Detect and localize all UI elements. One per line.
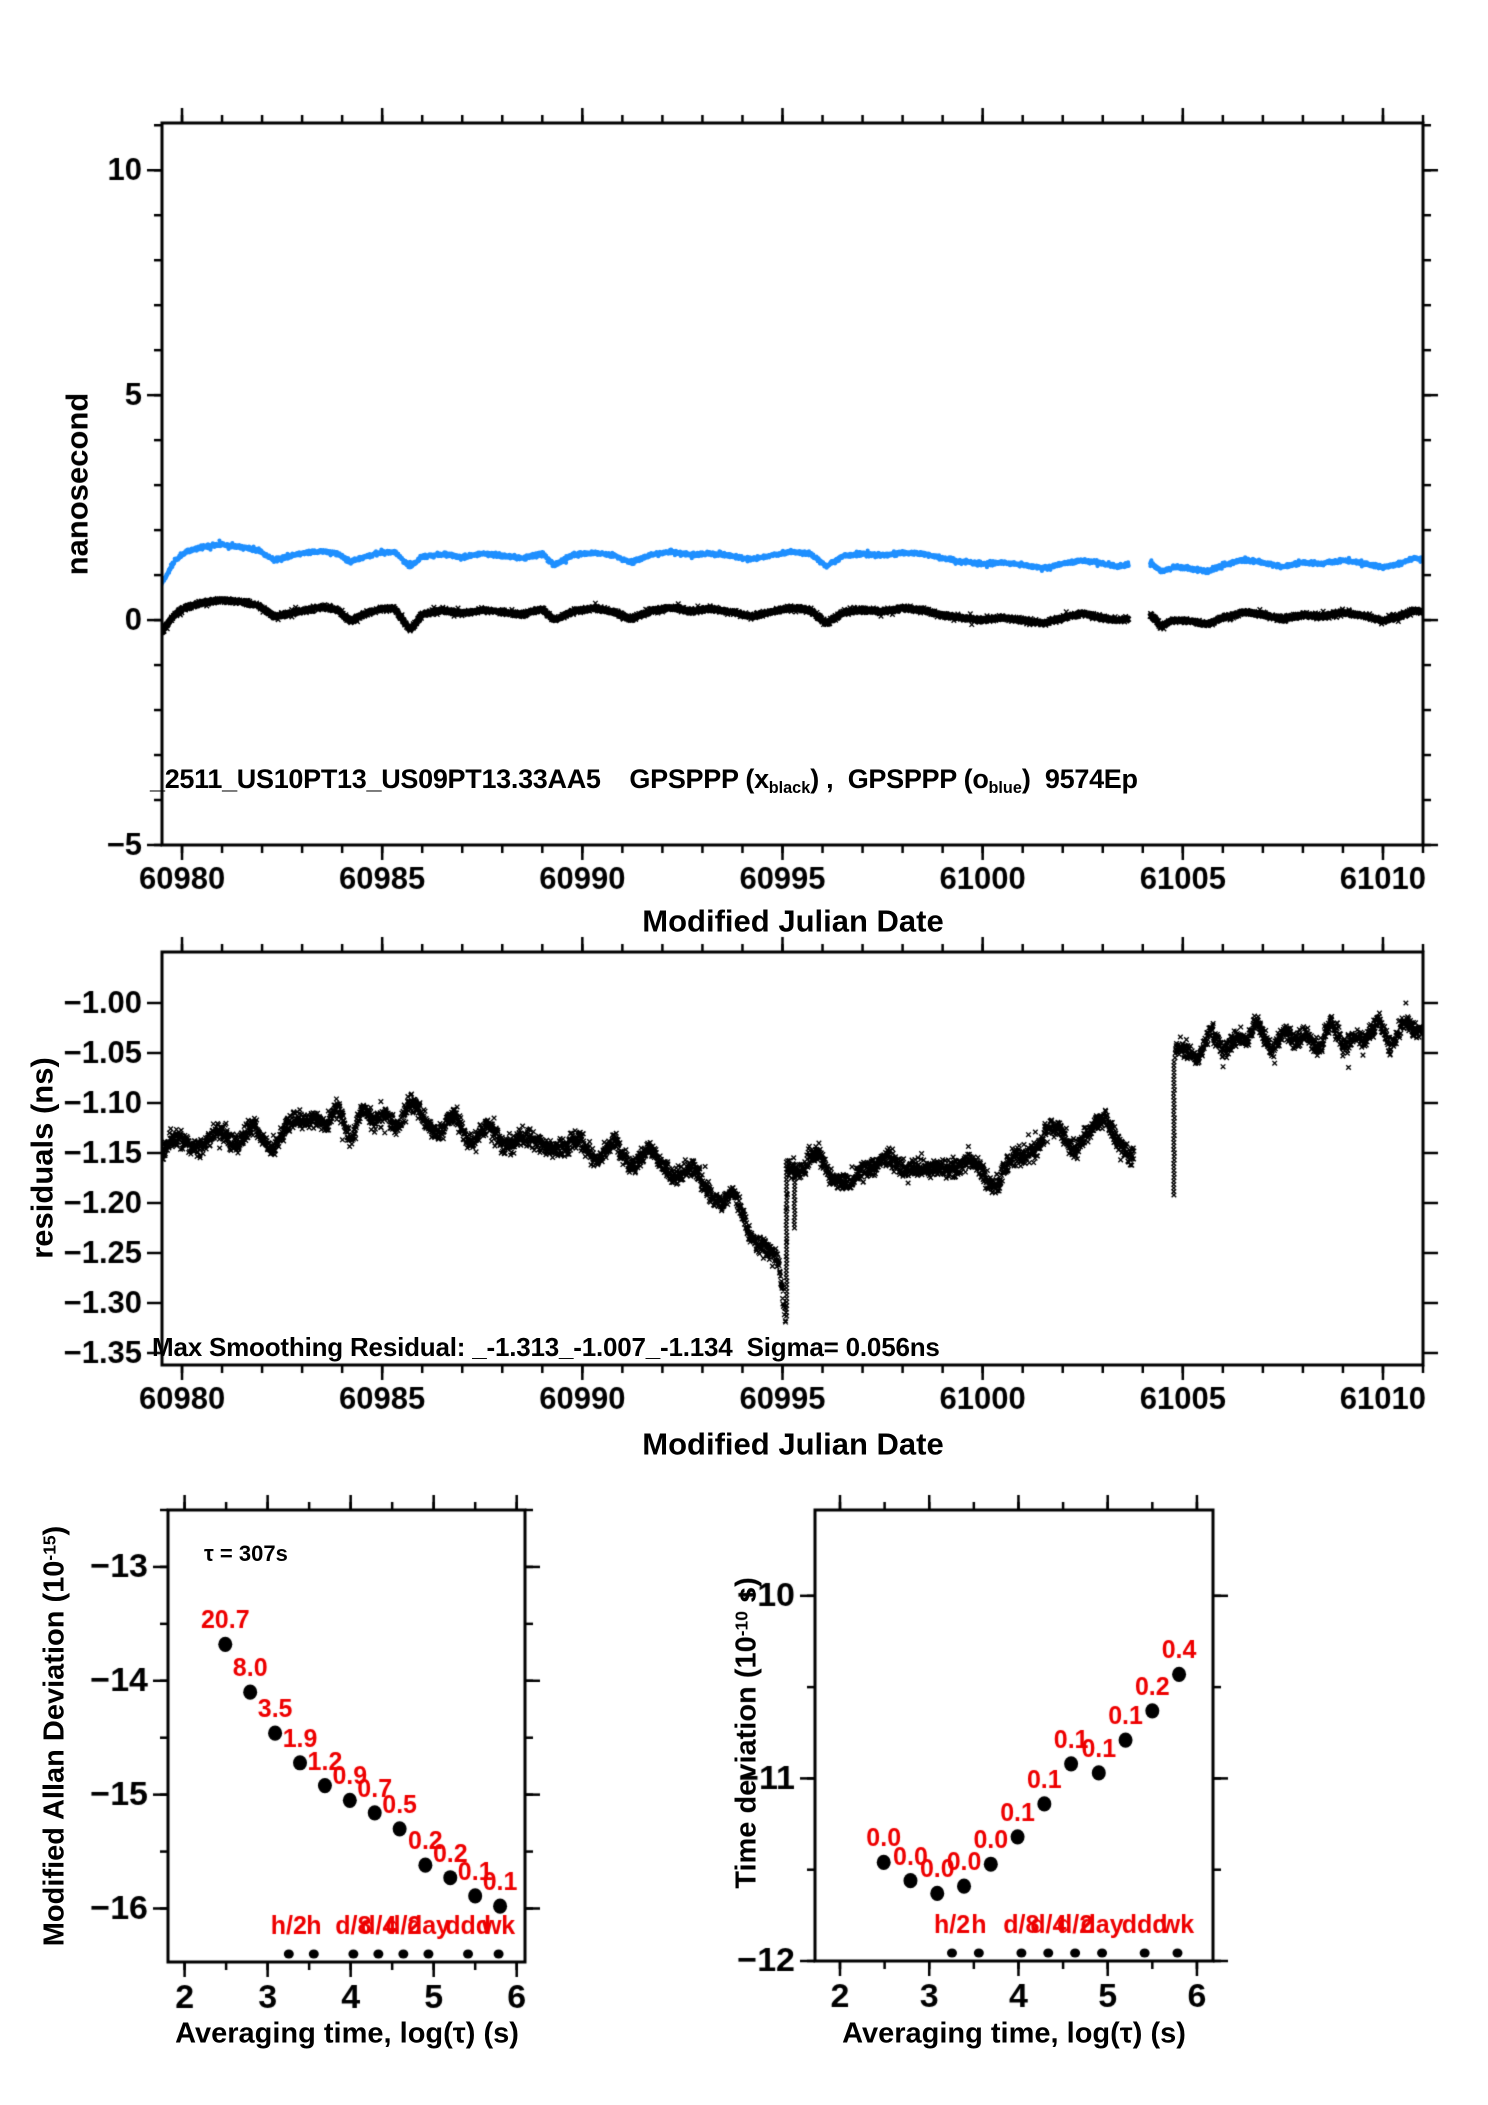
series-label: _2511_US10PT13_US09PT13.33AA5 GPSPPP (xb… bbox=[150, 764, 1138, 797]
top-panel-xlabel: Modified Julian Date bbox=[642, 903, 944, 939]
residuals-ylabel: residuals (ns) bbox=[24, 1057, 60, 1259]
tdev-xlabel: Averaging time, log(τ) (s) bbox=[842, 2017, 1186, 2050]
tau-annotation: τ = 307s bbox=[204, 1541, 288, 1566]
residuals-xlabel: Modified Julian Date bbox=[642, 1426, 944, 1462]
residual-annotation: Max Smoothing Residual: _-1.313_-1.007_-… bbox=[152, 1332, 940, 1362]
mdev-ylabel: Modified Allan Deviation (10-15) bbox=[38, 1525, 71, 1947]
top-panel-ylabel: nanosecond bbox=[59, 392, 95, 576]
tdev-ylabel: Time deviation (10-10 s) bbox=[730, 1577, 763, 1889]
mdev-xlabel: Averaging time, log(τ) (s) bbox=[175, 2017, 519, 2050]
